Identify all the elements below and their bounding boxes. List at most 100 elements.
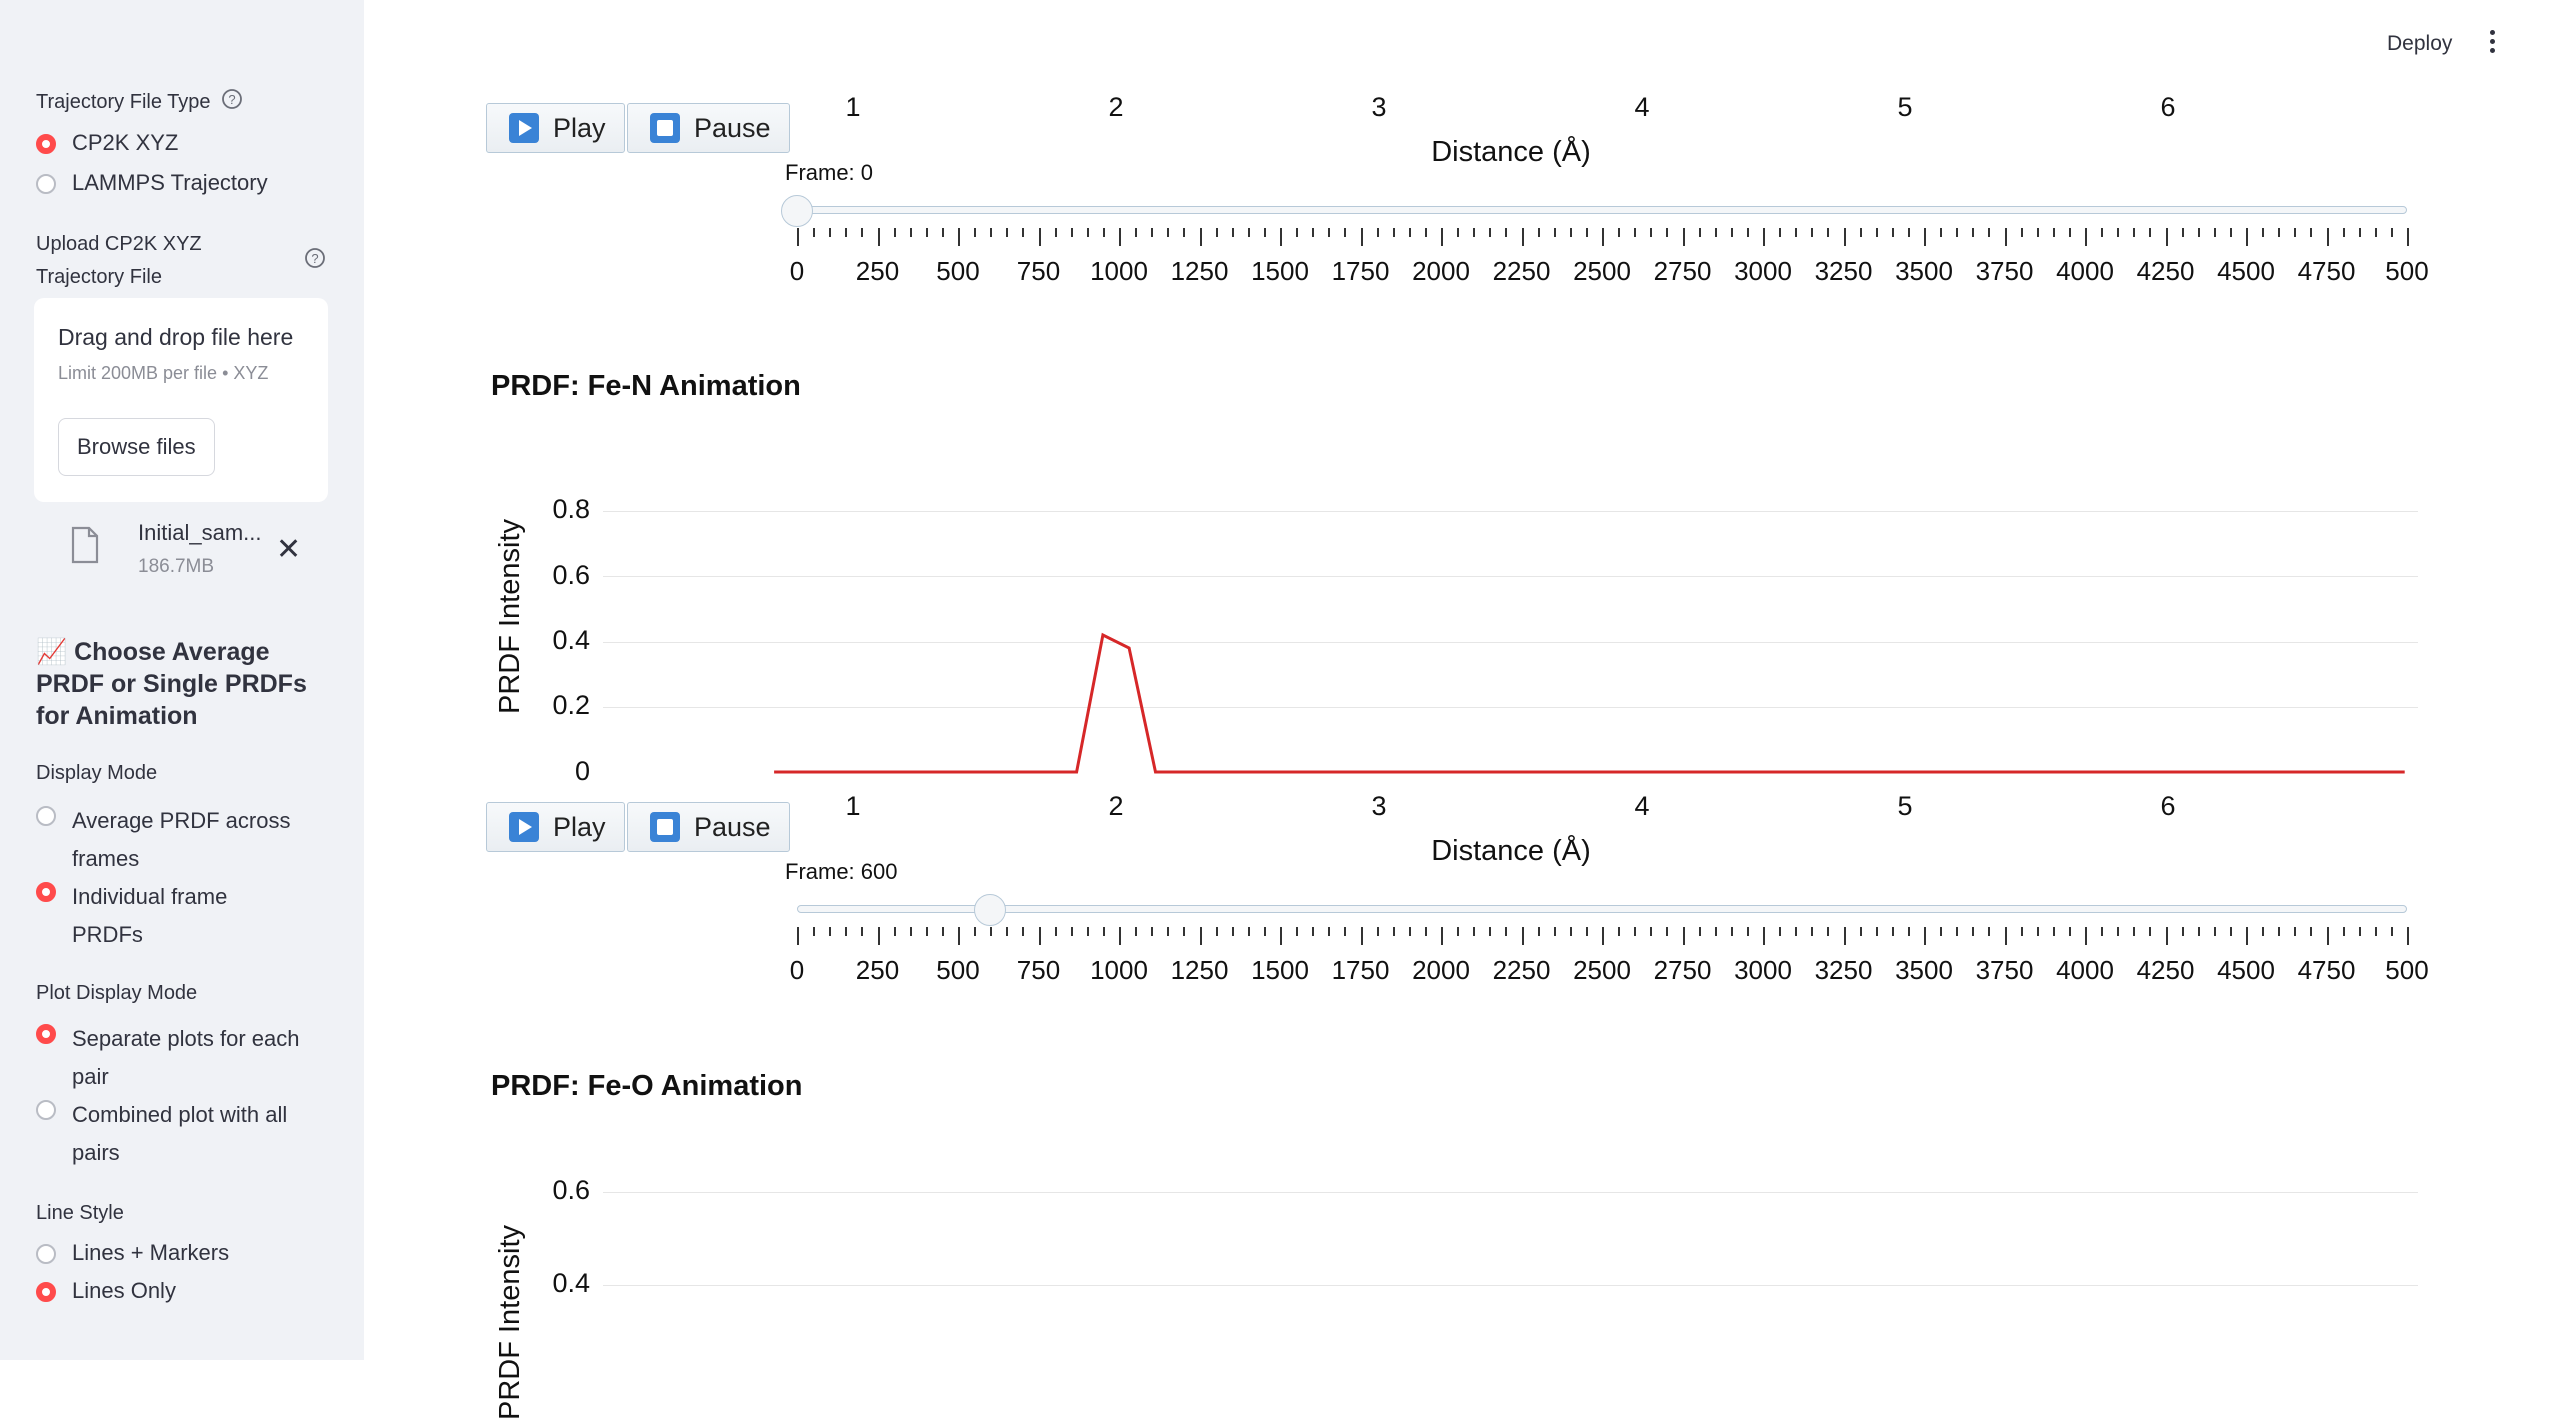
main-menu-kebab-icon[interactable]	[2486, 30, 2498, 58]
slider-tick-label: 2500	[1573, 955, 1631, 985]
pause-button[interactable]: Pause	[627, 103, 790, 153]
slider-tick	[2004, 228, 2007, 246]
slider-tick	[925, 228, 928, 237]
slider-tick	[1086, 228, 1089, 237]
slider-tick	[1183, 228, 1186, 237]
x-tick-label: 2	[1108, 92, 1124, 122]
slider-tick	[2294, 927, 2297, 936]
slider-tick	[2326, 927, 2329, 945]
frame-slider-handle[interactable]	[974, 894, 1007, 926]
radio-individual-frame[interactable]: Individual frame PRDFs	[36, 878, 316, 954]
slider-tick	[1940, 228, 1943, 237]
slider-tick	[1070, 927, 1073, 936]
y-tick-label: 0.8	[552, 494, 590, 524]
slider-tick	[2181, 228, 2184, 237]
slider-tick	[1779, 228, 1782, 237]
radio-selected-indicator[interactable]	[36, 1282, 56, 1302]
radio-lines-only[interactable]: Lines Only	[36, 1278, 176, 1304]
radio-separate-plots[interactable]: Separate plots for each pair	[36, 1020, 316, 1096]
chart-title-fe-o: PRDF: Fe-O Animation	[491, 1070, 803, 1102]
slider-tick	[1312, 927, 1315, 936]
deploy-button[interactable]: Deploy	[2387, 32, 2453, 55]
slider-tick-label: 4750	[2297, 256, 2356, 286]
slider-tick	[1795, 927, 1798, 936]
radio-indicator[interactable]	[36, 174, 56, 194]
slider-tick	[1666, 927, 1669, 936]
remove-file-close-icon[interactable]: ✕	[276, 533, 302, 566]
slider-tick-label: 4000	[2056, 256, 2114, 286]
slider-tick	[1698, 927, 1701, 936]
file-dropzone[interactable]: Drag and drop file here Limit 200MB per …	[34, 298, 328, 502]
radio-selected-indicator[interactable]	[36, 882, 56, 902]
slider-tick	[1263, 927, 1266, 936]
slider-tick	[2342, 927, 2345, 936]
slider-tick	[1505, 228, 1508, 237]
x-tick-label: 1	[845, 791, 861, 821]
slider-tick	[1569, 927, 1572, 936]
slider-tick	[829, 927, 832, 936]
radio-lines-markers[interactable]: Lines + Markers	[36, 1240, 229, 1266]
slider-tick	[2117, 927, 2120, 936]
radio-cp2k-xyz[interactable]: CP2K XYZ	[36, 130, 178, 156]
slider-tick	[893, 228, 896, 237]
slider-tick	[1827, 228, 1830, 237]
slider-tick	[2342, 228, 2345, 237]
slider-tick	[1972, 228, 1975, 237]
slider-tick	[1473, 228, 1476, 237]
slider-tick-label: 500	[2385, 256, 2429, 286]
radio-indicator[interactable]	[36, 1244, 56, 1264]
frame-slider-track[interactable]	[797, 905, 2407, 913]
play-button[interactable]: Play	[486, 103, 625, 153]
pause-button[interactable]: Pause	[627, 802, 790, 852]
slider-tick	[1924, 927, 1926, 945]
slider-tick-label: 3750	[1975, 256, 2034, 286]
help-icon[interactable]: ?	[221, 88, 243, 116]
radio-selected-indicator[interactable]	[36, 1024, 56, 1044]
radio-indicator[interactable]	[36, 806, 56, 826]
chart-title-fe-n: PRDF: Fe-N Animation	[491, 370, 801, 402]
gridline	[603, 1285, 2418, 1286]
slider-tick	[1070, 228, 1073, 237]
slider-tick	[1618, 228, 1621, 237]
radio-combined-plot[interactable]: Combined plot with all pairs	[36, 1096, 316, 1172]
slider-tick-label: 2750	[1653, 256, 1712, 286]
play-button[interactable]: Play	[486, 802, 625, 852]
slider-tick	[1102, 228, 1105, 237]
x-tick-label: 5	[1897, 791, 1913, 821]
radio-selected-indicator[interactable]	[36, 134, 56, 154]
browse-files-button[interactable]: Browse files	[58, 418, 215, 476]
gridline	[603, 707, 2418, 708]
slider-tick	[1441, 927, 1443, 945]
radio-label: Average PRDF across frames	[72, 808, 291, 871]
slider-tick	[2133, 228, 2136, 237]
y-tick-label: 0.6	[552, 560, 590, 590]
slider-tick	[1956, 228, 1959, 237]
radio-indicator[interactable]	[36, 1100, 56, 1120]
y-tick-label: 0.4	[552, 1268, 590, 1298]
help-icon[interactable]: ?	[304, 247, 326, 274]
x-tick-label: 6	[2160, 92, 2176, 122]
slider-tick	[2358, 228, 2361, 237]
radio-label: LAMMPS Trajectory	[72, 170, 268, 195]
slider-tick	[1167, 927, 1170, 936]
slider-tick	[941, 927, 944, 936]
display-mode-label-text: Display Mode	[36, 762, 158, 784]
radio-lammps-trajectory[interactable]: LAMMPS Trajectory	[36, 170, 268, 196]
radio-label: Lines + Markers	[72, 1240, 230, 1265]
slider-tick	[1199, 927, 1202, 945]
slider-tick	[1553, 927, 1556, 936]
frame-slider-handle[interactable]	[781, 195, 813, 227]
slider-tick	[2149, 228, 2152, 237]
slider-tick	[2390, 927, 2393, 936]
frame-slider-track[interactable]	[797, 206, 2407, 214]
series-line-fe-n	[774, 632, 2405, 774]
slider-tick	[1247, 927, 1250, 936]
radio-average-prdf[interactable]: Average PRDF across frames	[36, 802, 316, 878]
x-tick-label: 2	[1108, 791, 1124, 821]
y-tick-label: 0.2	[552, 690, 590, 720]
slider-tick	[2407, 927, 2409, 945]
slider-tick-label: 3500	[1895, 955, 1953, 985]
slider-tick	[1730, 927, 1733, 936]
slider-tick-label: 0	[789, 955, 805, 985]
slider-tick	[1392, 228, 1395, 237]
